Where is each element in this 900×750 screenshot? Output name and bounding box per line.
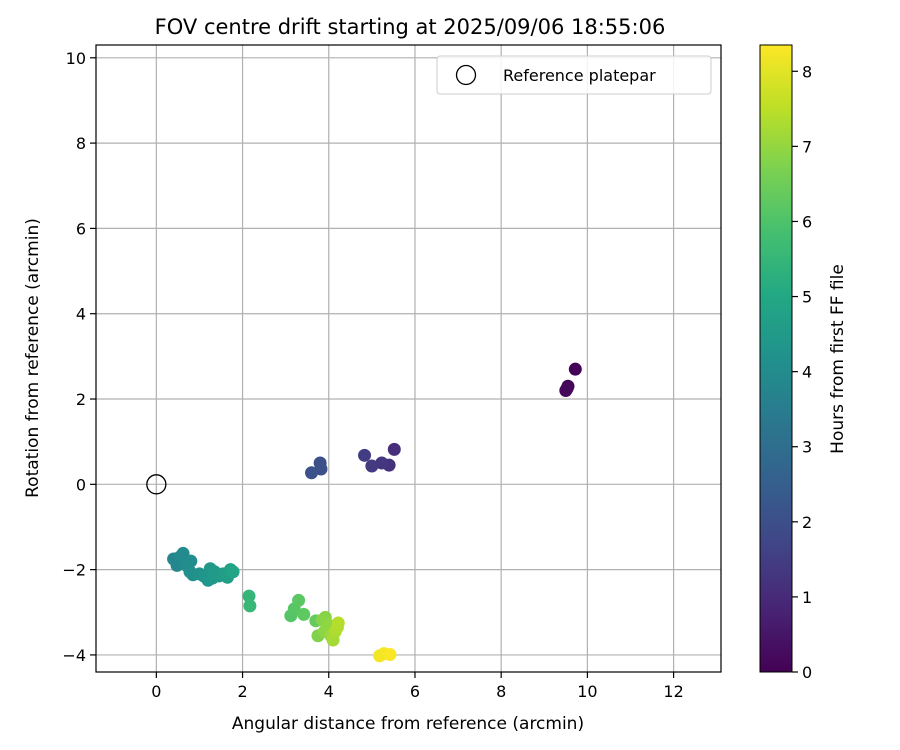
grid [96,45,721,672]
x-tick-label: 4 [324,682,334,701]
data-point [226,565,240,579]
x-tick-label: 6 [410,682,420,701]
data-point [365,459,379,473]
colorbar-tick-label: 6 [802,212,812,231]
data-point [560,381,574,395]
data-point [297,607,311,621]
data-point [242,589,256,603]
data-point [184,554,198,568]
legend-box [436,55,712,95]
y-axis-label: Rotation from reference (arcmin) [23,218,43,498]
x-tick-label: 12 [663,682,683,701]
y-tick-label: −2 [62,561,86,580]
colorbar-tick-label: 2 [802,513,812,532]
colorbar-ticks: 0 1 2 3 4 5 6 7 8 [792,62,812,682]
data-point [387,442,401,456]
data-point [331,616,345,630]
y-tick-label: 6 [76,219,86,238]
colorbar-tick-label: 4 [802,363,812,382]
reference-layer [146,474,167,495]
plot-frame [95,44,722,673]
x-axis-label: Angular distance from reference (arcmin) [232,714,584,734]
data-point [292,593,306,607]
data-point [568,362,582,376]
x-tick-label: 0 [151,682,161,701]
colorbar-tick-label: 0 [802,663,812,682]
y-axis-ticks: −4 −2 0 2 4 6 8 10 [62,49,96,665]
data-point [243,599,257,613]
x-tick-label: 2 [237,682,247,701]
legend: Reference platepar [436,55,712,95]
colorbar-tick-label: 3 [802,438,812,457]
y-tick-label: −4 [62,646,86,665]
data-point [358,448,372,462]
data-points [167,362,582,663]
colorbar [759,44,793,673]
colorbar-label: Hours from first FF file [828,264,848,454]
data-point [383,648,397,662]
reference-platepar-marker [146,474,167,495]
x-axis-ticks: 0 2 4 6 8 10 12 [151,672,684,701]
x-tick-label: 8 [496,682,506,701]
colorbar-tick-label: 8 [802,62,812,81]
data-point [305,466,319,480]
legend-label-reference: Reference platepar [503,66,656,85]
colorbar-tick-label: 5 [802,288,812,307]
data-point [375,456,389,470]
y-tick-label: 0 [76,475,86,494]
y-tick-label: 2 [76,390,86,409]
colorbar-tick-label: 7 [802,137,812,156]
x-tick-label: 10 [577,682,597,701]
y-tick-label: 4 [76,305,86,324]
legend-marker-reference [455,64,477,86]
chart-title: FOV centre drift starting at 2025/09/06 … [155,15,666,39]
colorbar-tick-label: 1 [802,588,812,607]
y-tick-label: 8 [76,134,86,153]
y-tick-label: 10 [66,49,86,68]
